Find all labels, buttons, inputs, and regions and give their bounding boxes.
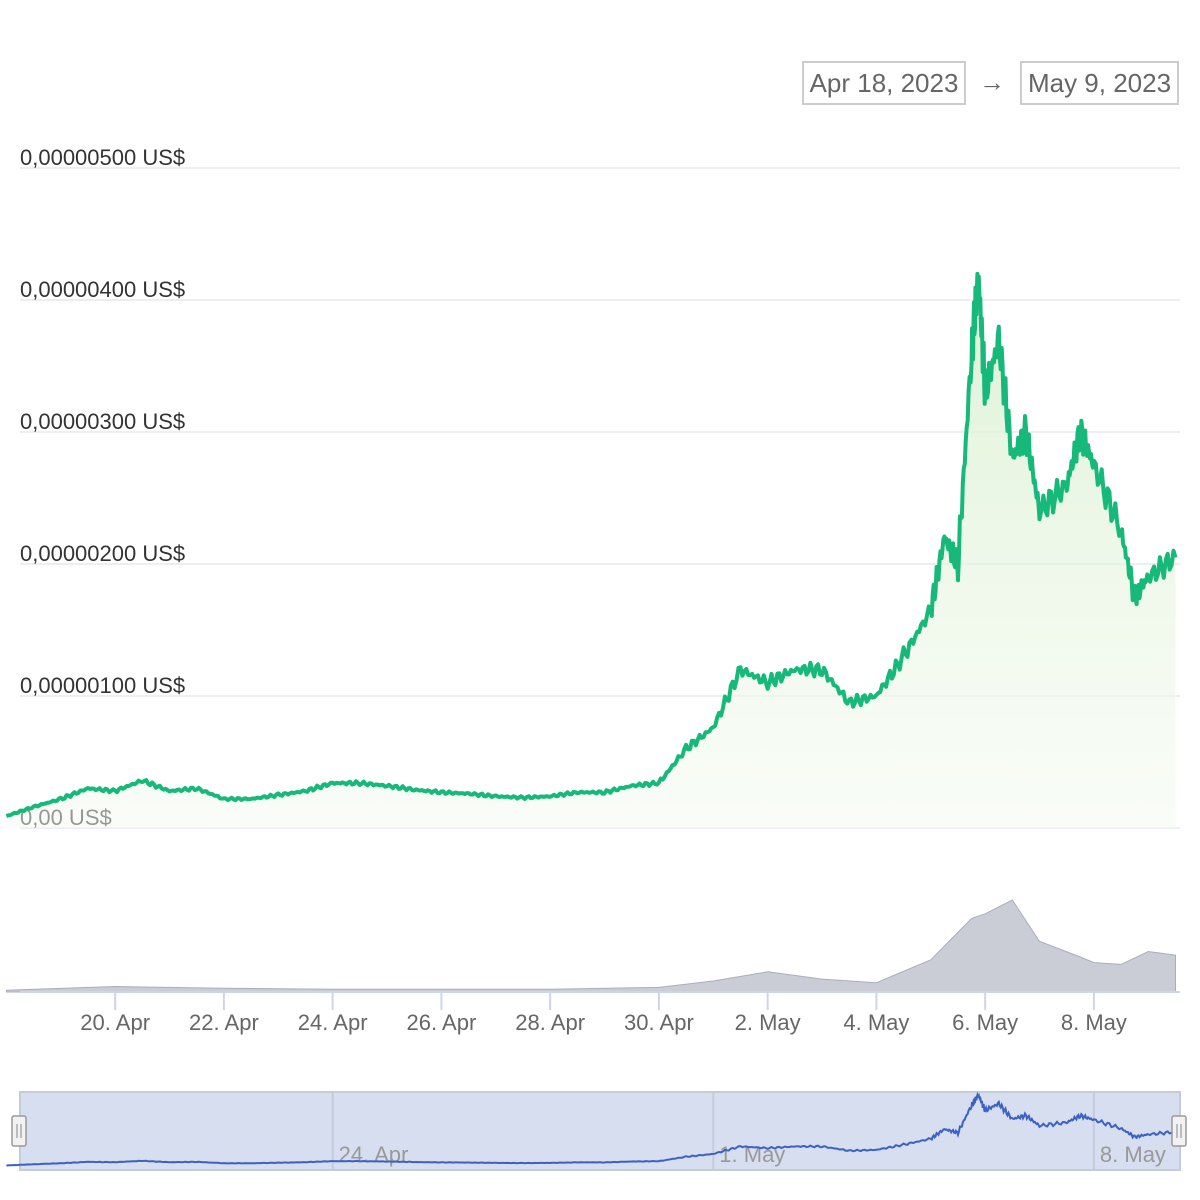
x-tick-label: 20. Apr <box>80 1010 150 1035</box>
x-tick-label: 6. May <box>952 1010 1018 1035</box>
navigator-tick-label: 8. May <box>1100 1142 1166 1167</box>
x-tick-label: 26. Apr <box>407 1010 477 1035</box>
navigator-right-handle[interactable] <box>1171 1115 1187 1147</box>
price-series <box>5 271 1178 818</box>
x-tick-label: 8. May <box>1061 1010 1127 1035</box>
navigator-window[interactable] <box>19 1091 1181 1171</box>
y-tick-label: 0,00000400 US$ <box>20 277 185 302</box>
range-to-input[interactable]: May 9, 2023 <box>1020 61 1179 105</box>
price-line <box>5 271 1178 818</box>
x-tick-label: 24. Apr <box>298 1010 368 1035</box>
price-area-fill <box>6 273 1176 828</box>
range-from-input[interactable]: Apr 18, 2023 <box>802 61 966 105</box>
x-axis: 20. Apr 22. Apr 24. Apr 26. Apr 28. Apr 30. A… <box>80 992 1127 1035</box>
price-area <box>6 273 1176 828</box>
navigator-tick-label: 24. Apr <box>339 1142 409 1167</box>
navigator[interactable]: 24. Apr 1. May 8. May <box>6 1091 1187 1171</box>
navigator-series-line <box>6 1091 1176 1167</box>
x-tick-label: 2. May <box>735 1010 801 1035</box>
navigator-tick-label: 1. May <box>719 1142 785 1167</box>
volume-area <box>5 899 1176 993</box>
y-tick-label: 0,00000500 US$ <box>20 145 185 170</box>
y-axis: 0,00 US$0,00000100 US$0,00000200 US$0,00… <box>20 145 185 830</box>
volume-series <box>5 899 1180 993</box>
x-tick-label: 30. Apr <box>624 1010 694 1035</box>
navigator-left-handle[interactable] <box>11 1115 27 1147</box>
y-tick-label: 0,00000200 US$ <box>20 541 185 566</box>
x-tick-label: 4. May <box>843 1010 909 1035</box>
x-tick-label: 28. Apr <box>515 1010 585 1035</box>
range-arrow-icon: → <box>979 67 1005 97</box>
y-tick-label: 0,00000100 US$ <box>20 673 185 698</box>
y-tick-label: 0,00000300 US$ <box>20 409 185 434</box>
x-tick-label: 22. Apr <box>189 1010 259 1035</box>
